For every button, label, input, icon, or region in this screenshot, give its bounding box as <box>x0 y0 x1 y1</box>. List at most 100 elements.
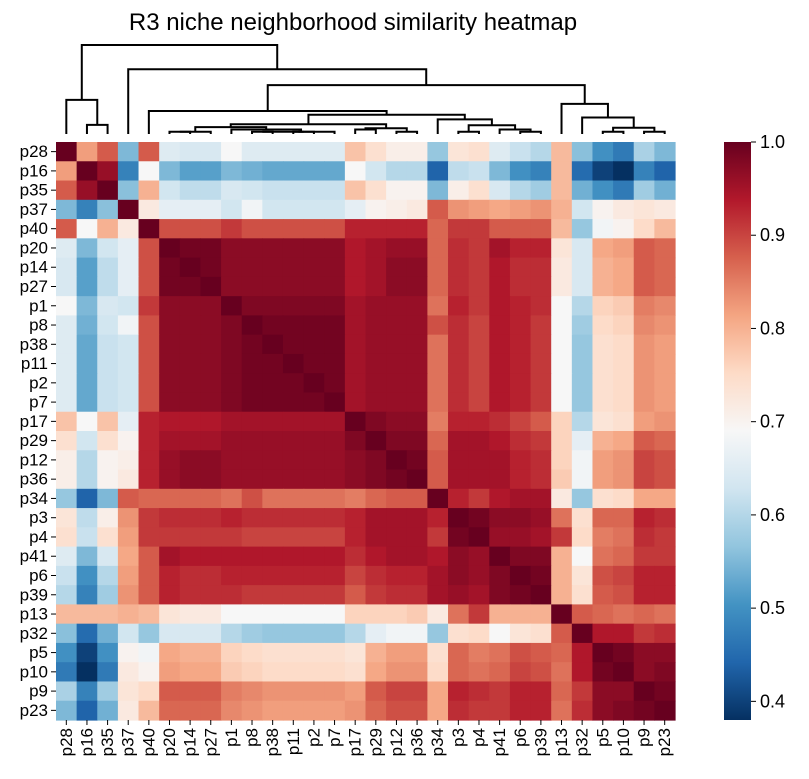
colorbar-tick-label: 0.8 <box>760 318 785 338</box>
heatmap-cell <box>386 257 408 278</box>
heatmap-cell <box>448 238 470 259</box>
heatmap-cell <box>221 411 243 432</box>
heatmap-cell <box>138 527 160 548</box>
heatmap-cell <box>448 546 470 567</box>
heatmap-cell <box>365 431 387 451</box>
heatmap-cell <box>551 450 573 471</box>
heatmap-cell <box>76 373 98 394</box>
heatmap-cell <box>489 180 511 201</box>
heatmap-cell <box>489 142 511 162</box>
heatmap-cell <box>76 642 98 663</box>
heatmap-cell <box>406 623 428 644</box>
heatmap-cell <box>117 488 140 509</box>
heatmap-cell <box>427 450 449 471</box>
heatmap-cell <box>489 257 511 278</box>
dendrogram-link <box>266 84 586 111</box>
heatmap-cell <box>303 585 325 605</box>
dendrogram-link <box>395 130 419 134</box>
heatmap-cell <box>303 373 325 394</box>
heatmap-cell <box>282 450 305 471</box>
heatmap-cell <box>468 373 490 394</box>
heatmap-cell <box>179 662 202 683</box>
heatmap-cell <box>551 546 573 567</box>
heatmap-cell <box>592 219 614 239</box>
heatmap-cell <box>468 681 490 702</box>
heatmap-cell <box>324 642 346 663</box>
heatmap-cell <box>324 700 346 721</box>
colorbar <box>724 142 751 720</box>
heatmap-cell <box>200 373 222 394</box>
heatmap-cell <box>117 565 140 586</box>
heatmap-cell <box>613 276 635 297</box>
heatmap-cell <box>571 565 594 586</box>
heatmap-cell <box>509 681 532 702</box>
heatmap-cell <box>117 604 140 625</box>
heatmap-cell <box>530 315 552 336</box>
heatmap-cell <box>200 392 222 413</box>
heatmap-cell <box>571 623 594 644</box>
heatmap-cell <box>179 161 202 182</box>
heatmap-cell <box>448 585 470 605</box>
heatmap-cell <box>406 315 428 336</box>
heatmap-cell <box>633 257 655 278</box>
heatmap-cell <box>613 585 635 605</box>
heatmap-cell <box>509 469 532 490</box>
heatmap-cell <box>303 199 325 220</box>
heatmap-cell <box>282 623 305 644</box>
heatmap-cell <box>179 238 202 259</box>
heatmap-cell <box>159 219 181 239</box>
heatmap-cell <box>138 180 160 201</box>
heatmap-cell <box>365 142 387 162</box>
heatmap-cell <box>117 276 140 297</box>
heatmap-cell <box>489 296 511 316</box>
heatmap-cell <box>221 585 243 605</box>
heatmap-cell <box>138 450 160 471</box>
heatmap-cell <box>530 681 552 702</box>
heatmap-cell <box>365 642 387 663</box>
heatmap-cell <box>344 199 367 220</box>
heatmap-cell <box>262 276 284 297</box>
heatmap-cell <box>200 411 222 432</box>
heatmap-cell <box>633 334 655 355</box>
heatmap-cell <box>56 527 78 548</box>
heatmap-cell <box>530 276 552 297</box>
heatmap-cell <box>468 623 490 644</box>
heatmap-cell <box>509 411 532 432</box>
heatmap-cell <box>468 488 490 509</box>
heatmap-cell <box>303 681 325 702</box>
column-label: p40 <box>139 728 158 756</box>
heatmap-cell <box>303 450 325 471</box>
heatmap-cell <box>613 546 635 567</box>
heatmap-cell <box>406 469 428 490</box>
heatmap-cell <box>509 353 532 374</box>
heatmap-cell <box>76 392 98 413</box>
heatmap-cell <box>138 276 160 297</box>
heatmap-cell <box>138 219 160 239</box>
heatmap-cell <box>468 411 490 432</box>
heatmap-cell <box>551 296 573 316</box>
heatmap-cell <box>633 488 655 509</box>
heatmap-cell <box>56 431 78 451</box>
heatmap-cell <box>262 565 284 586</box>
heatmap-cell <box>159 662 181 683</box>
heatmap-cell <box>654 315 676 336</box>
heatmap-cell <box>468 161 490 182</box>
heatmap-cell <box>551 623 573 644</box>
heatmap-cell <box>324 508 346 528</box>
heatmap-cell <box>159 450 181 471</box>
heatmap-cell <box>613 431 635 451</box>
heatmap-cell <box>509 199 532 220</box>
heatmap-cell <box>324 681 346 702</box>
heatmap-cell <box>76 700 98 721</box>
heatmap-cell <box>386 296 408 316</box>
heatmap-cell <box>365 373 387 394</box>
heatmap-cell <box>654 546 676 567</box>
heatmap-cell <box>303 623 325 644</box>
heatmap-cell <box>241 373 263 394</box>
heatmap-cell <box>179 431 202 451</box>
heatmap-cell <box>468 353 490 374</box>
heatmap-cell <box>303 431 325 451</box>
heatmap-cell <box>97 700 119 721</box>
heatmap-cell <box>159 353 181 374</box>
heatmap-cell <box>427 373 449 394</box>
